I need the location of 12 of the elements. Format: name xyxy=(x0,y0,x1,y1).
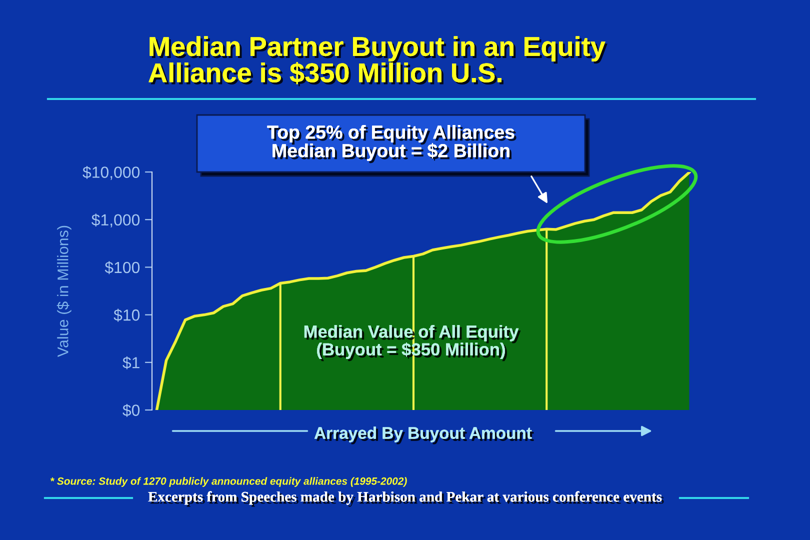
y-tick-label: $0 xyxy=(122,404,140,417)
y-tick-label: $1,000 xyxy=(92,214,140,228)
text: Excerpts from Speeches made by Harbison and Pekar at various conference events xyxy=(148,491,664,507)
x-axis-title: Arrayed By Buyout Amount xyxy=(314,426,534,444)
chart-title: Median Partner Buyout in an Equity Alliance is $350 Million U.S. xyxy=(148,36,608,86)
y-tick-label: $1 xyxy=(122,356,140,370)
text: Top 25% of Equity Alliances Median Buyout = $2 Billion xyxy=(267,125,516,164)
y-tick-label: $10 xyxy=(114,308,140,322)
y-axis-title: Value ($ in Millions) xyxy=(56,226,72,358)
text: * Source: Study of 1270 publicly announced equity alliances (1995-2002) xyxy=(50,477,407,487)
y-tick-label: $10,000 xyxy=(82,166,140,180)
y-tick-label: $100 xyxy=(104,261,140,274)
